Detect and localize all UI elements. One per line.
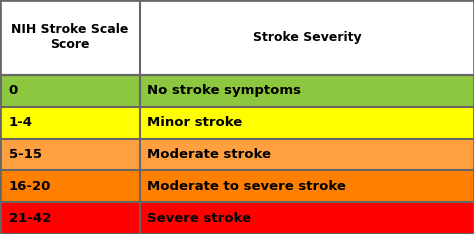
Text: 1-4: 1-4 [9,116,33,129]
Text: Minor stroke: Minor stroke [147,116,242,129]
Bar [0,202,140,234]
Text: Stroke Severity: Stroke Severity [253,31,361,44]
Bar [140,107,474,139]
Text: Moderate to severe stroke: Moderate to severe stroke [147,180,346,193]
Bar [140,139,474,170]
Bar [140,75,474,107]
Bar [140,0,474,75]
Bar [0,0,140,75]
Bar [0,75,140,107]
Bar [140,202,474,234]
Bar [0,107,140,139]
Text: 5-15: 5-15 [9,148,42,161]
Bar [0,139,140,170]
Text: No stroke symptoms: No stroke symptoms [147,84,301,97]
Bar [140,170,474,202]
Text: 0: 0 [9,84,18,97]
Text: NIH Stroke Scale
Score: NIH Stroke Scale Score [11,23,128,51]
Text: 16-20: 16-20 [9,180,51,193]
Text: Severe stroke: Severe stroke [147,212,251,225]
Text: 21-42: 21-42 [9,212,51,225]
Text: Moderate stroke: Moderate stroke [147,148,271,161]
Bar [0,170,140,202]
